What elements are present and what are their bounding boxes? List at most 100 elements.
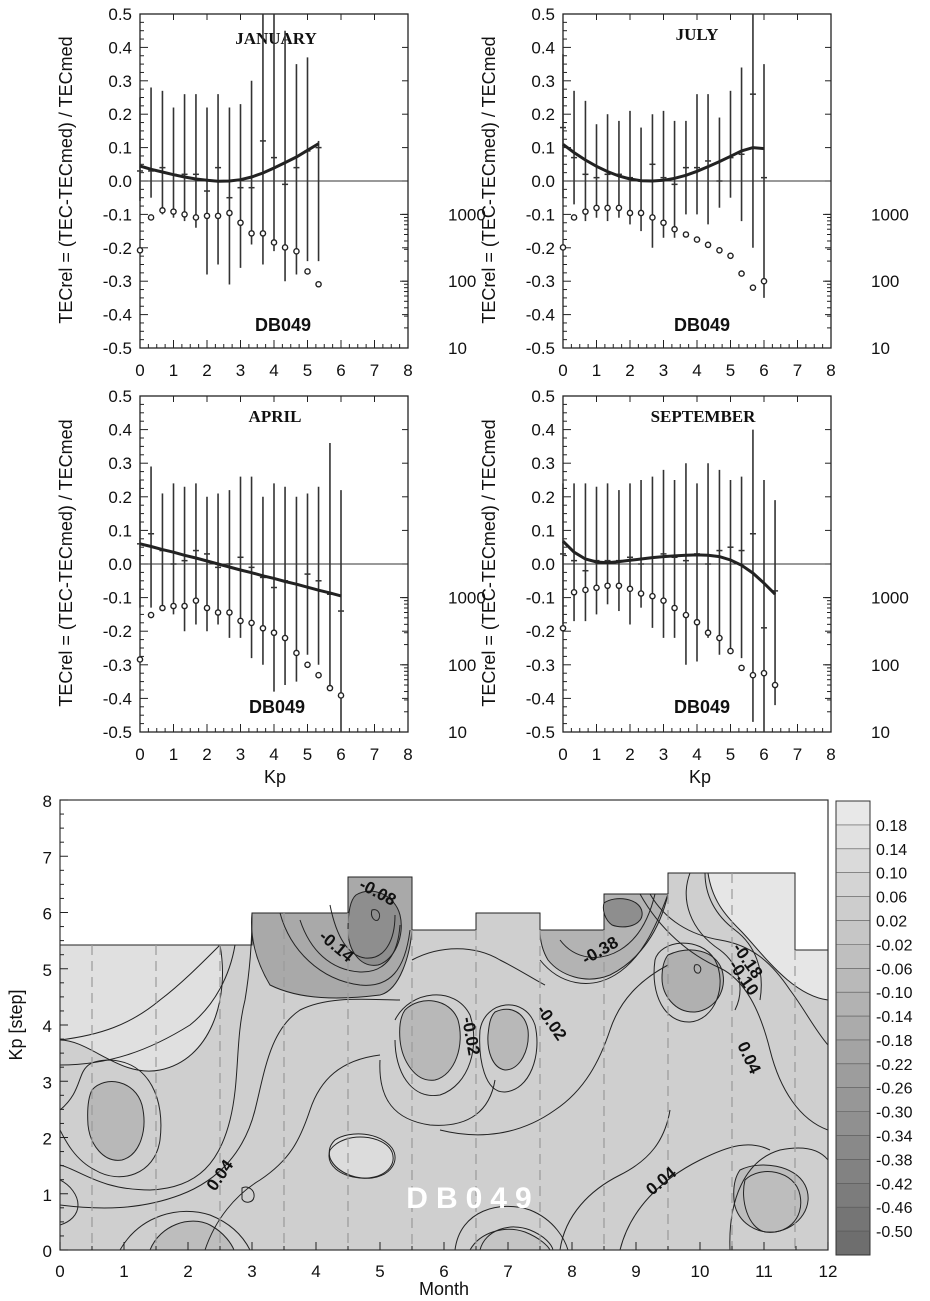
colorbar-swatch [836, 1087, 870, 1113]
x-axis-title: Kp [689, 767, 711, 787]
x-tick-label: 5 [375, 1262, 384, 1281]
colorbar-label: 0.06 [876, 890, 907, 907]
x-tick-label: 6 [439, 1262, 448, 1281]
colorbar-swatch [836, 992, 870, 1017]
count-point [660, 597, 667, 604]
count-point [771, 681, 779, 689]
y-axis-title: TECrel = (TEC-TECmed) / TECmed [479, 36, 499, 323]
y-tick-label: -0.1 [103, 205, 132, 224]
count-point [637, 590, 645, 597]
x-tick-label: 0 [558, 745, 567, 764]
count-point [237, 219, 244, 227]
y-tick-label: -0.3 [103, 656, 132, 675]
colorbar-label: -0.18 [876, 1033, 913, 1050]
colorbar: 0.18 0.14 0.10 0.06 0.02 -0.02 -0.06 -0.10 -0.14… [835, 800, 913, 1256]
count-point [760, 669, 768, 677]
count-point [660, 219, 667, 227]
x-tick-label: 8 [567, 1262, 576, 1281]
colorbar-swatch [836, 968, 870, 993]
count-point [226, 609, 233, 616]
contour-line [559, 1109, 671, 1250]
count-tick-label: 1000 [871, 205, 909, 224]
contour-line [241, 1186, 255, 1203]
colorbar-label: -0.38 [876, 1152, 913, 1169]
panel-title: SEPTEMBER [651, 407, 757, 426]
count-tick-label: 10 [448, 723, 467, 742]
count-point [270, 629, 278, 637]
y-axis-title: TECrel = (TEC-TECmed) / TECmed [56, 36, 76, 323]
x-tick-label: 4 [269, 361, 278, 380]
count-points [136, 207, 322, 288]
x-tick-label: 2 [202, 361, 211, 380]
count-point [136, 656, 144, 663]
count-points [136, 597, 345, 699]
x-tick-label: 1 [592, 745, 601, 764]
contour-line [279, 912, 411, 986]
x-tick-label: 5 [303, 361, 312, 380]
count-point [671, 225, 678, 233]
x-tick-label: 5 [726, 361, 735, 380]
contour-line [704, 872, 762, 1001]
x-tick-label: 2 [202, 745, 211, 764]
fit-curve [139, 542, 342, 598]
y-tick-label: 8 [43, 792, 52, 811]
y-tick-label: 6 [43, 905, 52, 924]
panel-january: JANUARY DB049 TECrel = (TEC-TECmed) / TE… [56, 5, 486, 380]
contour-dark-zone [733, 1164, 809, 1233]
colorbar-swatch [836, 1135, 870, 1160]
fit-curve [139, 142, 320, 183]
y-tick-label: -0.4 [103, 689, 132, 708]
count-tick-label: 100 [871, 656, 899, 675]
count-point [181, 602, 188, 610]
count-tick-label: 1000 [448, 589, 486, 608]
x-tick-label: 3 [659, 361, 668, 380]
plot-frame: -0.5 -0.4 -0.3 -0.2 -0.1 0.0 0.1 0.2 0.3 0.4 0.5 0 1… [103, 5, 413, 380]
y-tick-label: -0.5 [103, 723, 132, 742]
count-point [248, 619, 255, 627]
colorbar-swatch [836, 1111, 870, 1137]
count-point [582, 586, 589, 594]
y-tick-label: 3 [43, 1073, 52, 1092]
colorbar-label: -0.42 [876, 1176, 913, 1193]
y-tick-label: -0.2 [103, 622, 132, 641]
contour-line [328, 1136, 394, 1179]
x-tick-label: 7 [793, 745, 802, 764]
y-tick-label: 1 [43, 1186, 52, 1205]
x-tick-label: 7 [370, 361, 379, 380]
contour-line [394, 994, 475, 1096]
fit-curve [562, 143, 765, 183]
x-tick-label: 4 [692, 361, 701, 380]
count-point [259, 230, 267, 237]
panel-contour: -0.08 -0.14 -0.02 -0.02 -0.38 -0.18 -0.1… [6, 792, 913, 1299]
count-point [159, 207, 166, 214]
y-tick-label: 0.4 [531, 38, 555, 57]
colorbar-frame [835, 800, 871, 1256]
contour-line [649, 893, 828, 1046]
count-point [637, 209, 645, 217]
count-point [716, 247, 723, 254]
x-tick-label: 9 [631, 1262, 640, 1281]
panel-july: JULY DB049 TECrel = (TEC-TECmed) / TECme… [479, 5, 909, 380]
x-tick-label: 3 [659, 745, 668, 764]
contour-line [371, 909, 381, 921]
x-tick-label: 4 [311, 1262, 320, 1281]
x-tick-label: 2 [625, 361, 634, 380]
count-point [203, 212, 211, 220]
y-tick-label: -0.5 [526, 339, 555, 358]
count-tick-label: 1000 [448, 205, 486, 224]
contour-dark-zone [399, 1000, 461, 1081]
count-point [682, 611, 690, 619]
count-point [716, 634, 723, 642]
count-point [738, 270, 745, 277]
x-tick-label: 0 [558, 361, 567, 380]
x-tick-label: 6 [759, 361, 768, 380]
count-point [727, 647, 734, 655]
count-axis: 10 100 1000 [400, 589, 486, 742]
count-point [293, 248, 300, 255]
count-point [682, 231, 690, 238]
y-tick-label: 0.0 [531, 172, 555, 191]
count-point [570, 214, 578, 221]
x-axis-title: Month [419, 1279, 469, 1299]
